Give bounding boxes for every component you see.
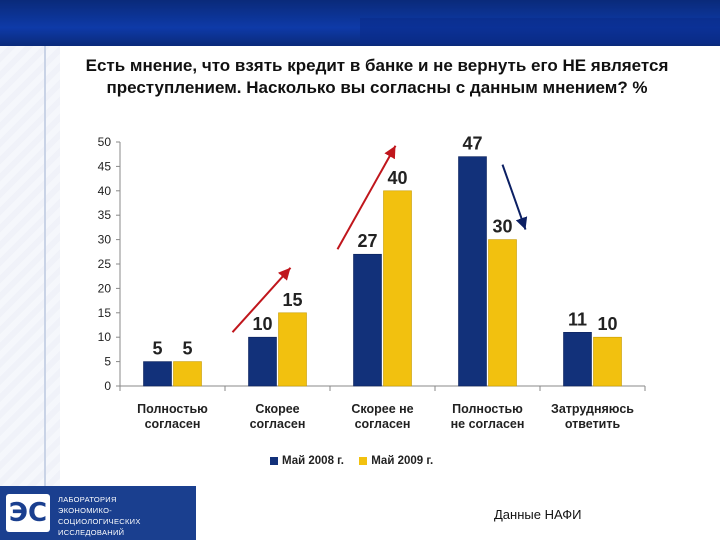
legend-label-2008: Май 2008 г.: [282, 455, 344, 467]
x-category-label: ответить: [565, 417, 621, 431]
x-category-label: Полностью: [137, 402, 208, 416]
logo-line-2: ЭКОНОМИКО-СОЦИОЛОГИЧЕСКИХ: [58, 506, 141, 526]
x-category-label: согласен: [145, 417, 201, 431]
bar-2009: [383, 190, 412, 387]
logo-text: ЛАБОРАТОРИЯ ЭКОНОМИКО-СОЦИОЛОГИЧЕСКИХ ИС…: [58, 494, 194, 538]
y-tick-label: 45: [98, 159, 112, 173]
left-divider: [44, 46, 46, 486]
bar-2008: [143, 361, 172, 387]
y-tick-label: 50: [98, 135, 112, 149]
y-tick-label: 15: [98, 306, 112, 320]
bar-2008: [353, 253, 382, 387]
lab-logo: ЭС ЛАБОРАТОРИЯ ЭКОНОМИКО-СОЦИОЛОГИЧЕСКИХ…: [0, 486, 196, 540]
logo-line-3: ИССЛЕДОВАНИЙ: [58, 528, 125, 537]
data-label: 11: [568, 309, 587, 329]
trend-arrow-up: [336, 145, 397, 250]
legend-item-2008: Май 2008 г.: [270, 455, 344, 467]
y-tick-label: 20: [98, 281, 112, 295]
data-label: 10: [252, 314, 272, 334]
y-tick-label: 40: [98, 184, 112, 198]
y-tick-label: 30: [98, 233, 112, 247]
data-label: 30: [492, 217, 512, 237]
x-category-label: Полностью: [452, 402, 523, 416]
bar-2008: [458, 156, 487, 387]
x-category-label: Скорее: [255, 402, 299, 416]
data-label: 5: [182, 339, 192, 359]
x-category-label: не согласен: [451, 417, 525, 431]
y-tick-label: 35: [98, 208, 112, 222]
data-label: 47: [462, 134, 482, 154]
bar-2008: [563, 332, 592, 387]
chart-bars: [143, 156, 622, 387]
data-label: 10: [597, 314, 617, 334]
legend-swatch-2009: [359, 456, 368, 465]
trend-arrows: [231, 145, 528, 333]
bar-2009: [173, 361, 202, 387]
data-label: 15: [282, 290, 302, 310]
bar-2009: [593, 336, 622, 387]
y-tick-label: 5: [104, 355, 111, 369]
trend-arrow-up: [231, 267, 292, 333]
chart-labels: 5 5Полностьюсогласен1015Скореесогласен274…: [137, 134, 634, 431]
legend-item-2009: Май 2009 г.: [359, 455, 433, 467]
data-label: 40: [387, 168, 407, 188]
logo-line-1: ЛАБОРАТОРИЯ: [58, 495, 117, 504]
data-label: 27: [357, 231, 377, 251]
x-category-label: Скорее не: [351, 402, 413, 416]
y-tick-label: 10: [98, 330, 112, 344]
chart-legend: Май 2008 г. Май 2009 г.: [270, 455, 445, 467]
slide-title: Есть мнение, что взять кредит в банке и …: [85, 56, 669, 97]
trend-arrow-down: [501, 164, 528, 230]
top-banner: [0, 0, 720, 46]
bar-2009: [278, 312, 307, 387]
left-decoration: [0, 46, 60, 486]
data-label: 5: [152, 339, 162, 359]
legend-label-2009: Май 2009 г.: [371, 455, 434, 467]
data-source: Данные НАФИ: [494, 507, 582, 522]
legend-swatch-2008: [270, 456, 278, 465]
bar-2008: [248, 336, 277, 387]
x-category-label: согласен: [250, 417, 306, 431]
y-tick-label: 25: [98, 257, 112, 271]
bar-2009: [488, 239, 517, 387]
x-category-label: согласен: [355, 417, 411, 431]
y-tick-label: 0: [104, 379, 111, 393]
x-category-label: Затрудняюсь: [551, 402, 634, 416]
chart-axes: 0 5 10 15 20 25 30 35 40 45 50: [98, 135, 646, 393]
logo-mark: ЭС: [6, 494, 50, 532]
